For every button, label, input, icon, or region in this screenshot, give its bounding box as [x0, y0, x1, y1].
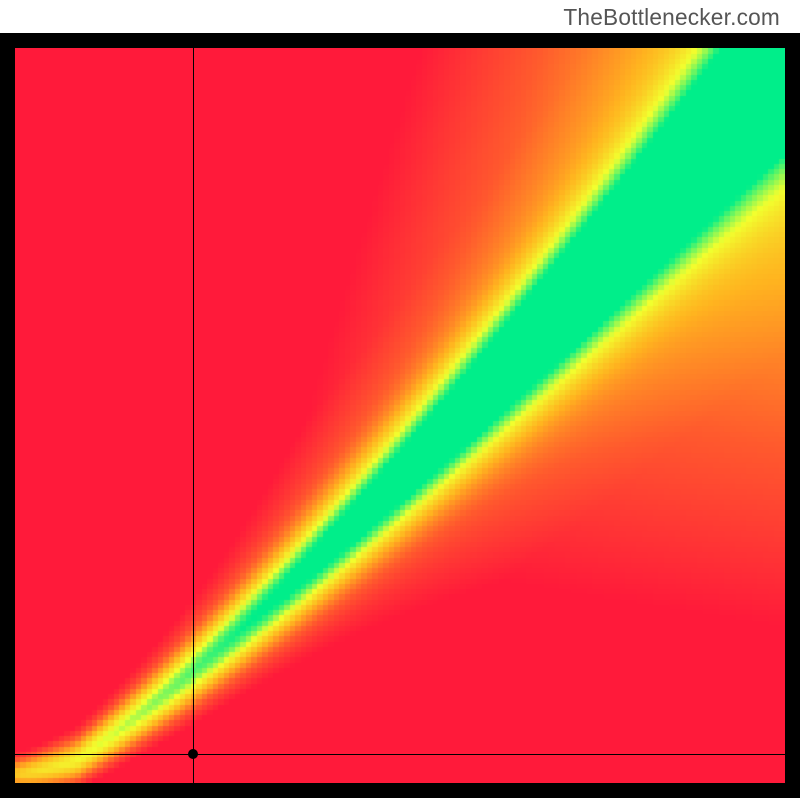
marker-dot — [188, 749, 198, 759]
watermark-text: TheBottlenecker.com — [563, 4, 780, 31]
crosshair-vertical — [193, 48, 194, 783]
heatmap-canvas — [15, 48, 785, 783]
heatmap-area — [15, 48, 785, 783]
chart-container: TheBottlenecker.com — [0, 0, 800, 800]
crosshair-horizontal — [15, 754, 785, 755]
